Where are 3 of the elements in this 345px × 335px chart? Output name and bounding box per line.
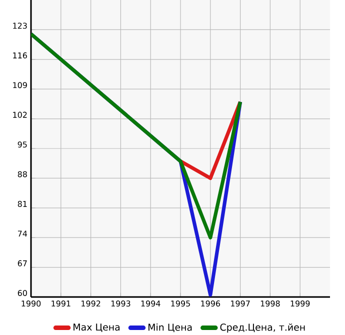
legend-label: Min Цена [148,323,192,332]
legend-label: Сред.Цена, т.йен [220,323,305,333]
legend-label: Max Цена [74,324,120,332]
